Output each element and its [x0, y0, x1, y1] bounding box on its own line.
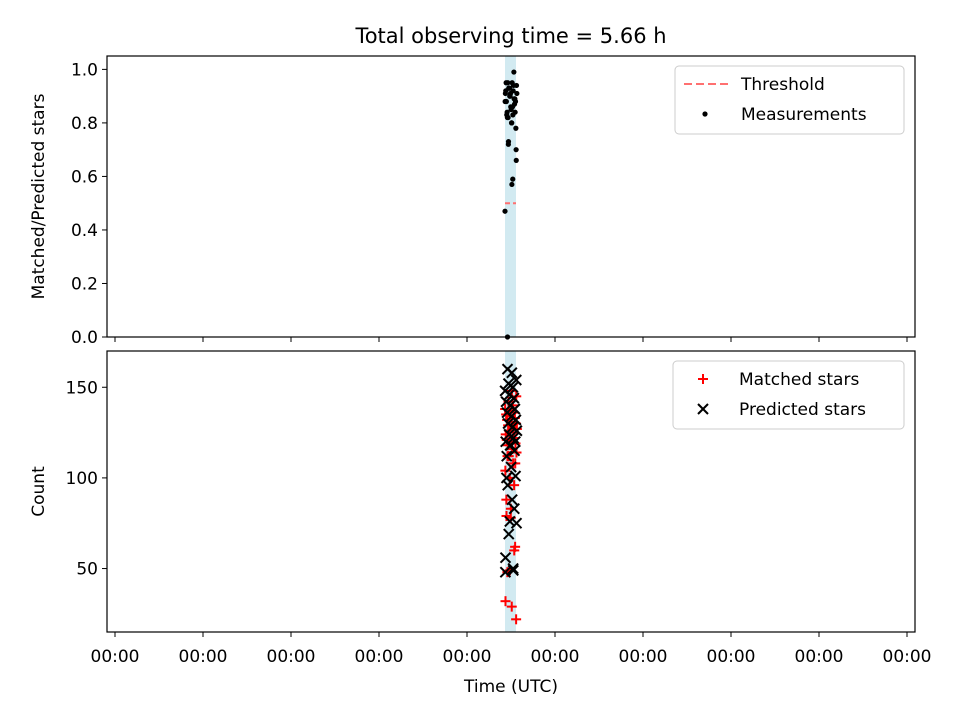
predicted-star-point — [500, 435, 512, 448]
predicted-star-point — [508, 503, 520, 515]
y-tick-label: 1.0 — [71, 60, 98, 80]
axes-frame — [106, 350, 916, 633]
y-tick-label: 0.0 — [71, 328, 98, 348]
measurement-point — [513, 157, 519, 163]
predicted-star-point — [500, 396, 512, 408]
measurement-point — [506, 85, 513, 91]
predicted-star-point — [509, 470, 522, 482]
count-panel: 50 100 150 00:00 00:00 00:00 00:00 00:00 00:00 00… — [29, 350, 932, 697]
matched-star-point — [501, 494, 512, 505]
legend-predicted-swatch — [697, 403, 709, 415]
observing-window-band — [505, 56, 516, 337]
measurement-point — [510, 82, 517, 89]
predicted-star-point — [500, 472, 513, 484]
predicted-star-point — [499, 385, 511, 397]
y-tick-label: 0.8 — [71, 114, 98, 134]
legend-box — [674, 65, 905, 135]
predicted-star-point — [502, 417, 514, 430]
x-tick-label: 00:00 — [619, 647, 668, 667]
x-tick-label: 00:00 — [179, 647, 228, 667]
measurement-point — [508, 120, 515, 126]
measurement-point — [512, 96, 518, 102]
legend: Threshold Measurements — [674, 65, 905, 135]
x-tick-label: 00:00 — [355, 647, 404, 667]
x-tick-label: 00:00 — [795, 647, 844, 667]
matched-star-point — [500, 596, 511, 607]
predicted-star-point — [501, 406, 513, 419]
x-tick-label: 00:00 — [707, 647, 756, 667]
measurement-point — [505, 139, 512, 145]
x-tick-label: 00:00 — [91, 647, 140, 667]
measurement-point — [510, 112, 516, 118]
predicted-star-point — [510, 517, 523, 529]
predicted-star-point — [499, 551, 512, 564]
predicted-star-point — [504, 515, 516, 528]
y-axis-label: Matched/Predicted stars — [29, 93, 49, 299]
x-axis-label: Time (UTC) — [463, 677, 558, 697]
observing-window-band — [505, 351, 516, 632]
legend-label: Matched stars — [739, 370, 859, 390]
x-tick-label: 00:00 — [883, 647, 932, 667]
predicted-star-point — [503, 528, 515, 540]
predicted-star-point — [501, 363, 514, 375]
predicted-star-point — [502, 377, 515, 390]
legend-box — [672, 360, 905, 430]
y-tick-label: 0.4 — [71, 221, 98, 241]
predicted-star-point — [501, 450, 513, 462]
measurement-point — [513, 147, 519, 153]
axes-frame — [106, 55, 916, 338]
matched-star-point — [506, 601, 517, 612]
ratio-panel: 0.0 0.2 0.4 0.6 0.8 1.0 Matched/Predicted star… — [29, 24, 916, 348]
measurement-point — [505, 114, 511, 121]
measurement-point — [502, 98, 508, 105]
y-axis-label: Count — [29, 466, 49, 517]
measurement-point — [514, 90, 520, 97]
predicted-star-point — [506, 493, 518, 506]
measurement-point — [507, 90, 514, 97]
x-tick-label: 00:00 — [531, 647, 580, 667]
predicted-star-point — [507, 564, 519, 577]
measurement-point — [509, 104, 516, 110]
legend: Matched stars Predicted stars — [672, 360, 905, 430]
measurement-point — [511, 69, 517, 75]
y-tick-label: 150 — [66, 378, 98, 398]
measurement-point — [513, 125, 519, 131]
legend-label: Measurements — [741, 105, 867, 125]
matched-star-point — [500, 404, 511, 415]
measurement-point — [502, 208, 508, 214]
predicted-star-point — [510, 374, 522, 386]
measurement-point — [503, 80, 509, 86]
matched-star-point — [509, 545, 520, 556]
legend-label: Predicted stars — [739, 400, 866, 420]
matched-star-point — [511, 614, 522, 625]
measurement-point — [509, 181, 515, 188]
measurement-point — [510, 176, 516, 182]
measurement-point — [504, 109, 510, 115]
y-tick-label: 0.2 — [71, 274, 98, 294]
predicted-star-point — [505, 461, 517, 473]
chart-title: Total observing time = 5.66 h — [354, 24, 666, 48]
legend-matched-swatch — [698, 374, 708, 384]
predicted-star-point — [505, 439, 517, 451]
x-tick-label: 00:00 — [443, 647, 492, 667]
predicted-star-point — [507, 562, 519, 575]
x-tick-label: 00:00 — [267, 647, 316, 667]
matched-star-point — [509, 480, 520, 491]
y-tick-label: 50 — [76, 560, 98, 580]
legend-measurement-swatch — [702, 111, 708, 117]
y-tick-label: 100 — [66, 469, 98, 489]
legend-label: Threshold — [740, 75, 825, 95]
y-tick-label: 0.6 — [71, 167, 98, 187]
